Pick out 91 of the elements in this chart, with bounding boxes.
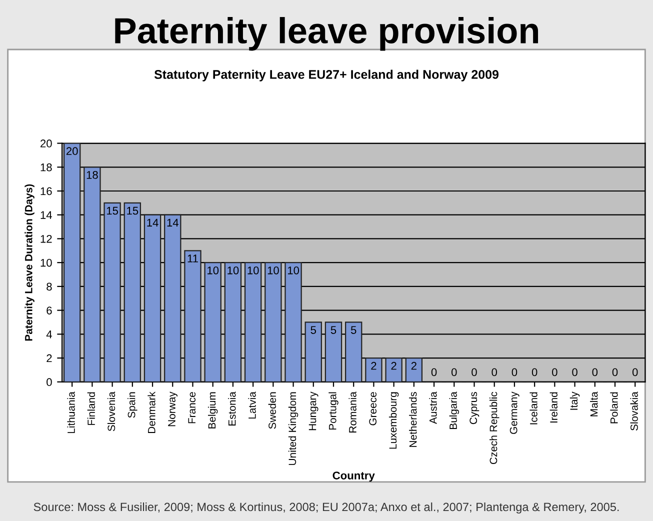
- x-tick-label: Netherlands: [409, 392, 417, 447]
- x-tick-label: Bulgaria: [449, 392, 459, 429]
- data-label: 0: [572, 368, 578, 376]
- data-label: 0: [472, 368, 477, 376]
- y-tick-label: 2: [46, 354, 52, 362]
- data-label: 10: [288, 266, 300, 274]
- y-tick-label: 8: [46, 282, 52, 291]
- data-label: 10: [228, 266, 239, 274]
- bar: [345, 322, 362, 382]
- bar: [104, 202, 121, 382]
- data-label: 5: [330, 326, 336, 334]
- bar: [385, 357, 402, 382]
- x-tick-label: Germany: [510, 392, 520, 434]
- y-tick-label: 18: [40, 163, 52, 172]
- data-label: 0: [512, 368, 518, 376]
- x-tick-label: Malta: [590, 392, 598, 416]
- x-tick-label: Sweden: [268, 392, 276, 429]
- y-tick-label: 14: [40, 211, 52, 219]
- data-label: 0: [632, 368, 638, 376]
- data-label: 2: [371, 362, 376, 370]
- bar: [264, 262, 282, 382]
- data-label: 10: [268, 266, 279, 274]
- x-tick-label: Iceland: [530, 392, 538, 424]
- x-tick-label: United Kingdom: [288, 392, 298, 465]
- data-label: 2: [411, 362, 416, 370]
- bar: [365, 357, 382, 382]
- data-label: 0: [612, 368, 618, 376]
- data-label: 11: [188, 254, 198, 262]
- x-tick-label: Slovakia: [630, 392, 638, 431]
- y-tick-label: 4: [46, 330, 52, 338]
- bar: [224, 262, 242, 382]
- data-label: 10: [248, 266, 259, 274]
- chart-subtitle: Statutory Paternity Leave EU27+ Iceland and Norway 2009: [154, 70, 499, 82]
- bar: [164, 214, 182, 382]
- x-tick-label: France: [188, 392, 196, 424]
- x-axis-title: Country: [332, 472, 375, 482]
- bar: [184, 250, 202, 382]
- x-tick-label: Belgium: [208, 392, 218, 428]
- data-label: 14: [167, 218, 178, 226]
- data-label: 0: [431, 368, 437, 376]
- data-label: 2: [391, 362, 396, 370]
- x-tick-label: Spain: [128, 392, 138, 418]
- bar: [84, 166, 101, 382]
- data-label: 14: [147, 218, 158, 226]
- x-tick-label: Portugal: [328, 392, 338, 430]
- data-label: 15: [127, 206, 138, 215]
- data-label: 5: [310, 326, 316, 334]
- x-tick-label: Luxembourg: [388, 392, 399, 449]
- y-axis-title: Paternity Leave Duration (Days): [24, 184, 34, 341]
- x-tick-label: Finland: [87, 392, 95, 425]
- bar: [304, 322, 322, 382]
- bar: [144, 214, 162, 382]
- x-tick-label: Norway: [168, 392, 178, 426]
- data-label: 0: [592, 368, 598, 376]
- data-label: 18: [86, 171, 98, 179]
- x-tick-label: Hungary: [308, 392, 318, 430]
- data-label: 5: [350, 326, 356, 334]
- bar: [124, 202, 142, 382]
- x-tick-label: Austria: [429, 392, 437, 424]
- y-tick-label: 20: [40, 140, 52, 148]
- y-tick-label: 16: [40, 187, 52, 196]
- x-tick-label: Czech Republic: [490, 392, 500, 464]
- y-tick-label: 10: [40, 258, 52, 267]
- data-label: 10: [208, 266, 219, 274]
- data-label: 0: [552, 368, 558, 376]
- x-tick-label: Italy: [570, 392, 580, 410]
- bar: [204, 262, 222, 382]
- x-tick-label: Latvia: [248, 392, 256, 419]
- x-tick-label: Denmark: [148, 392, 156, 434]
- x-tick-label: Ireland: [550, 392, 558, 422]
- bar: [405, 357, 423, 382]
- data-label: 0: [532, 368, 538, 376]
- x-tick-label: Greece: [369, 392, 377, 426]
- x-tick-label: Cyprus: [470, 392, 480, 424]
- x-tick-label: Lithuania: [67, 392, 75, 434]
- chart-title: Paternity leave provision: [115, 17, 538, 51]
- source-note: Source: Moss & Fusilier, 2009; Moss & Kortinus, 2008; EU 2007a; Anxo et al., 2007; Plantenga & Remery, 2005.: [34, 502, 619, 514]
- x-tick-label: Estonia: [228, 392, 236, 426]
- bar: [324, 322, 342, 382]
- bar: [244, 262, 262, 382]
- y-tick-label: 12: [40, 234, 52, 243]
- data-label: 15: [106, 206, 118, 215]
- x-tick-label: Slovenia: [107, 392, 116, 432]
- x-tick-label: Romania: [348, 392, 356, 432]
- data-label: 20: [66, 147, 78, 156]
- y-tick-label: 0: [46, 378, 52, 386]
- data-label: 0: [492, 368, 498, 376]
- bar: [284, 262, 302, 382]
- data-label: 0: [451, 368, 457, 376]
- y-tick-label: 6: [46, 306, 52, 314]
- x-tick-label: Poland: [610, 392, 618, 424]
